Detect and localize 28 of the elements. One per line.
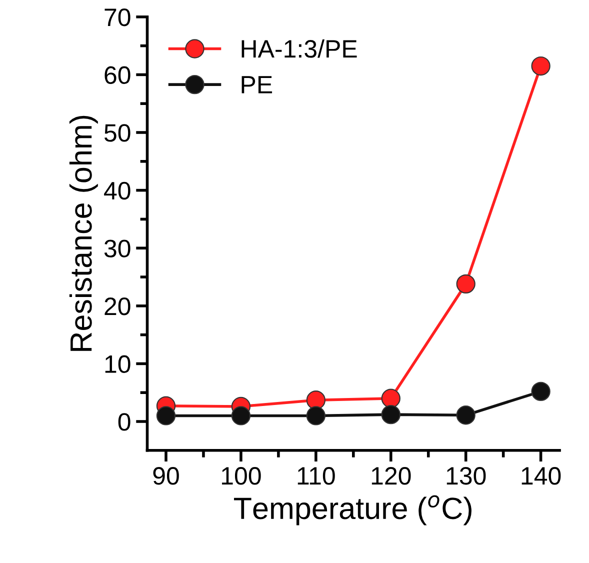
point bbox=[156, 406, 176, 426]
x-tick-label: 90 bbox=[153, 467, 179, 485]
x-tick-label: 130 bbox=[446, 467, 486, 485]
point bbox=[381, 404, 400, 424]
point bbox=[306, 406, 326, 426]
point bbox=[231, 406, 251, 426]
y-tick-label: 0 bbox=[118, 413, 130, 431]
point bbox=[531, 56, 550, 76]
x-tick-label: 140 bbox=[522, 467, 561, 485]
y-tick-label: 50 bbox=[104, 124, 130, 142]
x-tick-label: 110 bbox=[298, 467, 335, 485]
y-tick-label: 20 bbox=[104, 298, 130, 316]
y-tick-label: 60 bbox=[104, 66, 130, 84]
point bbox=[531, 382, 550, 402]
x-axis-title: Temperature ($^{o}$C) bbox=[234, 495, 472, 526]
point bbox=[456, 406, 476, 425]
y-axis-title: Resistance (ohm) bbox=[69, 116, 98, 351]
y-tick-label: 40 bbox=[104, 182, 130, 200]
point bbox=[306, 390, 326, 410]
y-tick-label: 70 bbox=[104, 8, 130, 26]
legend-label: PE bbox=[242, 76, 272, 94]
x-tick-label: 100 bbox=[222, 467, 261, 485]
legend-label: HA-1:3/PE bbox=[242, 39, 357, 58]
point bbox=[381, 388, 400, 408]
x-tick-label: 120 bbox=[372, 467, 411, 485]
point bbox=[456, 274, 476, 294]
y-tick-label: 10 bbox=[105, 355, 130, 374]
y-tick-label: 30 bbox=[104, 240, 130, 258]
